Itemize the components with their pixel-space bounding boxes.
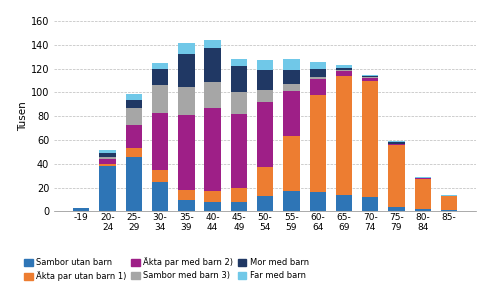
Bar xyxy=(388,143,405,144)
Bar xyxy=(309,69,326,77)
Bar xyxy=(231,188,247,202)
Bar xyxy=(126,157,142,211)
Bar xyxy=(100,149,116,153)
Bar xyxy=(441,196,457,210)
Bar xyxy=(336,76,352,195)
Bar xyxy=(257,60,273,70)
Bar xyxy=(441,210,457,211)
Bar xyxy=(231,202,247,211)
Bar xyxy=(388,145,405,207)
Bar xyxy=(336,68,352,70)
Bar xyxy=(204,49,221,82)
Bar xyxy=(100,166,116,211)
Bar xyxy=(441,195,457,196)
Bar xyxy=(204,202,221,211)
Bar xyxy=(257,102,273,167)
Bar xyxy=(309,79,326,95)
Bar xyxy=(362,76,378,77)
Bar xyxy=(126,108,142,125)
Bar xyxy=(100,159,116,164)
Bar xyxy=(100,164,116,166)
Bar xyxy=(100,157,116,159)
Bar xyxy=(388,141,405,143)
Bar xyxy=(336,65,352,68)
Bar xyxy=(178,115,194,190)
Bar xyxy=(309,62,326,69)
Legend: Sambor utan barn, Äkta par utan barn 1), Äkta par med barn 2), Sambor med barn 3: Sambor utan barn, Äkta par utan barn 1),… xyxy=(25,257,309,281)
Bar xyxy=(152,113,168,170)
Bar xyxy=(362,197,378,211)
Bar xyxy=(204,191,221,202)
Bar xyxy=(178,190,194,200)
Bar xyxy=(309,77,326,79)
Bar xyxy=(231,92,247,114)
Bar xyxy=(362,75,378,76)
Bar xyxy=(100,153,116,157)
Bar xyxy=(204,108,221,191)
Y-axis label: Tusen: Tusen xyxy=(18,101,28,131)
Bar xyxy=(178,43,194,54)
Bar xyxy=(283,84,300,91)
Bar xyxy=(283,91,300,137)
Bar xyxy=(178,87,194,115)
Bar xyxy=(336,195,352,211)
Bar xyxy=(257,196,273,211)
Bar xyxy=(283,59,300,70)
Bar xyxy=(283,191,300,211)
Bar xyxy=(414,209,431,211)
Bar xyxy=(204,82,221,108)
Bar xyxy=(152,85,168,113)
Bar xyxy=(414,178,431,179)
Bar xyxy=(414,177,431,178)
Bar xyxy=(126,125,142,148)
Bar xyxy=(336,70,352,71)
Bar xyxy=(388,144,405,145)
Bar xyxy=(309,192,326,211)
Bar xyxy=(257,167,273,196)
Bar xyxy=(231,59,247,66)
Bar xyxy=(73,208,89,211)
Bar xyxy=(126,100,142,108)
Bar xyxy=(414,179,431,209)
Bar xyxy=(257,90,273,102)
Bar xyxy=(204,40,221,49)
Bar xyxy=(231,66,247,92)
Bar xyxy=(152,69,168,85)
Bar xyxy=(231,114,247,188)
Bar xyxy=(309,95,326,192)
Bar xyxy=(178,200,194,211)
Bar xyxy=(178,54,194,87)
Bar xyxy=(283,137,300,191)
Bar xyxy=(152,170,168,182)
Bar xyxy=(152,182,168,211)
Bar xyxy=(388,207,405,211)
Bar xyxy=(126,148,142,157)
Bar xyxy=(152,63,168,69)
Bar xyxy=(362,78,378,81)
Bar xyxy=(283,70,300,84)
Bar xyxy=(362,77,378,78)
Bar xyxy=(257,70,273,90)
Bar xyxy=(126,94,142,100)
Bar xyxy=(336,71,352,76)
Bar xyxy=(362,81,378,197)
